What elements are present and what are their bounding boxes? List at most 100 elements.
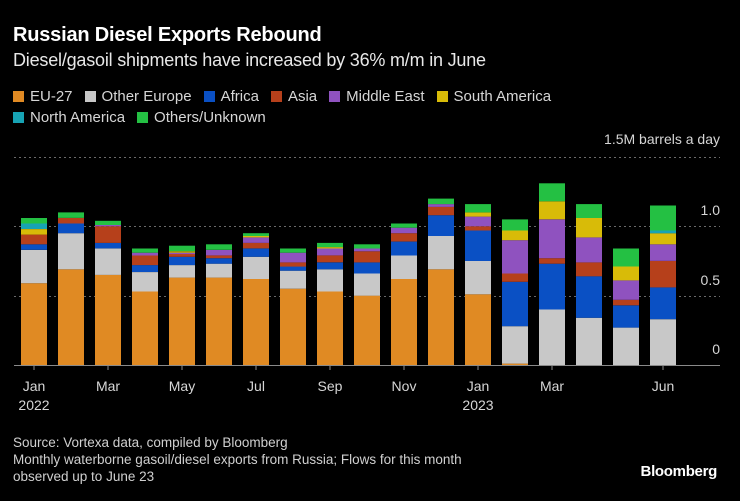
- bar-segment-asia: [280, 262, 306, 267]
- bar-segment-asia: [391, 233, 417, 242]
- bar-segment-others-unknown: [465, 204, 491, 213]
- bar-segment-eu-27: [465, 294, 491, 365]
- bar-segment-other-europe: [243, 256, 269, 279]
- bar-segment-asia: [169, 254, 195, 257]
- bar-segment-middle-east: [317, 248, 343, 256]
- x-tick-month: Jun: [651, 378, 675, 394]
- bar-segment-other-europe: [317, 269, 343, 292]
- bar-segment-middle-east: [169, 252, 195, 255]
- bar-segment-others-unknown: [502, 219, 528, 231]
- bloomberg-logo: Bloomberg: [640, 463, 718, 480]
- x-tick-year: 2022: [18, 397, 50, 413]
- bar-segment-asia: [317, 255, 343, 263]
- bar-segment-others-unknown: [58, 212, 84, 218]
- bar-segment-eu-27: [280, 288, 306, 365]
- bar-segment-middle-east: [95, 224, 121, 227]
- bar-segment-other-europe: [354, 273, 380, 296]
- bar-stack: [21, 218, 47, 365]
- bar-segment-africa: [650, 287, 676, 320]
- legend-label: Other Europe: [101, 88, 192, 105]
- legend-swatch: [137, 112, 149, 123]
- legend-item-other-europe: Other Europe: [84, 86, 192, 107]
- bar-segment-asia: [132, 255, 158, 266]
- legend-swatch: [329, 91, 341, 102]
- bar-segment-eu-27: [243, 279, 269, 365]
- bar-segment-south-america: [502, 230, 528, 241]
- bar-segment-africa: [206, 258, 232, 264]
- x-tick-month: Jan: [22, 378, 46, 394]
- bar-segment-middle-east: [650, 244, 676, 261]
- bar-segment-south-america: [539, 201, 565, 220]
- bar-segment-africa: [428, 215, 454, 236]
- x-tick-month: Nov: [391, 378, 417, 394]
- y-tick-label: 1.0: [700, 202, 720, 219]
- legend-label: Africa: [220, 88, 259, 105]
- bar-segment-eu-27: [21, 283, 47, 365]
- bar-segment-asia: [539, 258, 565, 264]
- bar-segment-asia: [502, 273, 528, 282]
- legend-item-eu-27: EU-27: [13, 86, 73, 107]
- legend-item-others-unknown: Others/Unknown: [137, 107, 266, 128]
- bar-segment-africa: [391, 241, 417, 256]
- x-tick-label: Jan 2022: [4, 377, 64, 415]
- bar-segment-eu-27: [391, 279, 417, 365]
- bar-segment-others-unknown: [576, 204, 602, 218]
- x-tick-label: May: [152, 377, 212, 396]
- bar-segment-others-unknown: [650, 205, 676, 231]
- bar-segment-africa: [58, 223, 84, 234]
- x-tick-label: Sep: [300, 377, 360, 396]
- bar-stack: [95, 220, 121, 365]
- bar-segment-middle-east: [539, 219, 565, 259]
- y-tick-label: 0.5: [700, 271, 720, 288]
- bar-stack: [576, 204, 602, 365]
- legend-label: Middle East: [346, 88, 425, 105]
- legend-label: South America: [453, 88, 552, 105]
- bar-segment-other-europe: [21, 249, 47, 284]
- bar-segment-africa: [317, 262, 343, 270]
- methodology-note-line1: Monthly waterborne gasoil/diesel exports…: [13, 452, 462, 467]
- bar-segment-asia: [576, 262, 602, 277]
- bar-stack: [243, 233, 269, 365]
- bar-segment-asia: [206, 255, 232, 259]
- bar-stack: [539, 183, 565, 365]
- legend-swatch: [13, 112, 24, 123]
- bar-segment-africa: [354, 262, 380, 274]
- x-tick-year: 2023: [462, 397, 494, 413]
- legend-item-south-america: South America: [436, 86, 552, 107]
- bar-segment-other-europe: [428, 236, 454, 270]
- bar-segment-asia: [465, 226, 491, 231]
- bar-segment-africa: [465, 230, 491, 261]
- legend-swatch: [203, 91, 215, 102]
- bar-segment-middle-east: [280, 252, 306, 263]
- bar-segment-others-unknown: [95, 220, 121, 225]
- legend: EU-27 Other Europe Africa Asia Middle East So…: [13, 86, 713, 128]
- bar-segment-others-unknown: [391, 223, 417, 228]
- bar-segment-asia: [243, 242, 269, 249]
- bar-stack: [169, 245, 195, 365]
- bar-stack: [428, 198, 454, 365]
- bar-segment-middle-east: [576, 237, 602, 263]
- bar-segment-eu-27: [169, 277, 195, 365]
- bar-stack: [206, 244, 232, 365]
- bar-segment-eu-27: [502, 363, 528, 365]
- bar-segment-other-europe: [576, 317, 602, 365]
- x-tick-month: Jan: [466, 378, 490, 394]
- bar-segment-africa: [243, 248, 269, 257]
- bar-segment-south-america: [576, 218, 602, 238]
- bar-segment-eu-27: [95, 274, 121, 365]
- bar-segment-africa: [576, 276, 602, 318]
- bar-segment-middle-east: [613, 280, 639, 300]
- bar-segment-others-unknown: [539, 183, 565, 202]
- bar-segment-others-unknown: [206, 244, 232, 250]
- legend-label: Asia: [287, 88, 318, 105]
- bar-segment-south-america: [169, 251, 195, 253]
- legend-swatch: [270, 91, 282, 102]
- bar-segment-africa: [169, 256, 195, 266]
- x-tick-month: Mar: [539, 378, 565, 394]
- bar-segment-south-america: [650, 233, 676, 245]
- bar-segment-africa: [613, 305, 639, 328]
- bar-stack: [132, 248, 158, 365]
- bar-segment-others-unknown: [169, 245, 195, 252]
- bar-segment-other-europe: [206, 263, 232, 278]
- bar-segment-middle-east: [428, 204, 454, 207]
